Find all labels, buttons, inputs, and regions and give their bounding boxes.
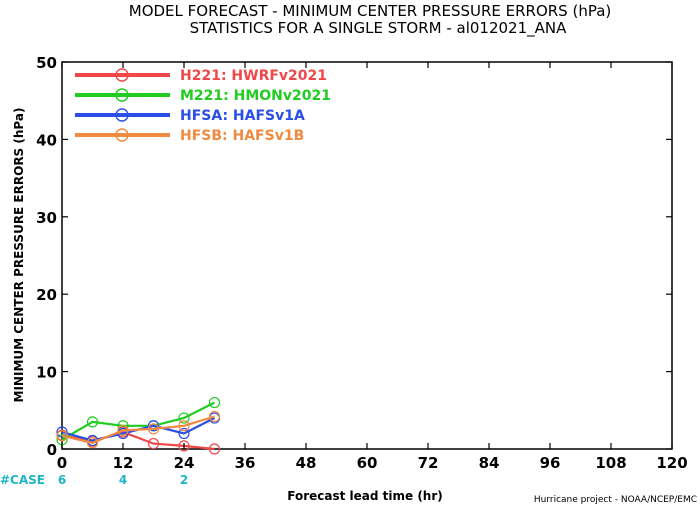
case-count: 2 <box>180 473 188 487</box>
legend-marker <box>115 108 129 122</box>
legend-label: HFSB: HAFSv1B <box>180 128 304 144</box>
legend-label: HFSA: HAFSv1A <box>180 108 305 124</box>
case-count: 4 <box>119 473 127 487</box>
x-tick-label: 96 <box>540 454 561 472</box>
data-point <box>147 420 160 432</box>
chart-subtitle: STATISTICS FOR A SINGLE STORM - al012021… <box>190 19 568 38</box>
credit-text: Hurricane project - NOAA/NCEP/EMC <box>534 495 697 505</box>
series-group <box>56 396 221 455</box>
chart-title: MODEL FORECAST - MINIMUM CENTER PRESSURE… <box>129 2 612 20</box>
data-point <box>208 410 221 423</box>
legend-marker <box>115 128 129 142</box>
y-tick-label: 40 <box>36 131 57 149</box>
data-point <box>178 440 190 452</box>
series-line <box>61 401 215 441</box>
data-point <box>178 412 190 424</box>
data-point <box>208 396 221 409</box>
y-tick-label: 20 <box>36 286 57 304</box>
legend-marker <box>115 88 129 102</box>
data-point <box>178 420 190 432</box>
case-count: 6 <box>58 473 66 487</box>
data-point <box>208 443 221 455</box>
data-point <box>147 423 160 435</box>
legend-label: M221: HMONv2021 <box>180 88 331 104</box>
case-counts: 6 4 2 <box>58 473 188 487</box>
data-point <box>117 424 129 437</box>
x-tick-label: 24 <box>174 454 195 472</box>
data-point <box>147 437 160 450</box>
y-tick-label: 50 <box>36 54 57 72</box>
legend-label: H221: HWRFv2021 <box>180 68 327 84</box>
case-label: #CASE <box>0 473 45 487</box>
x-tick-label: 12 <box>113 454 134 472</box>
plot-frame <box>61 61 673 450</box>
axis-ticks: 0 10 20 30 40 50 0 12 24 36 48 60 72 84 96 108 120 <box>36 54 688 472</box>
x-tick-label: 36 <box>235 454 256 472</box>
legend-marker <box>115 68 129 82</box>
legend: H221: HWRFv2021 M221: HMONv2021 HFSA: HAFS… <box>75 68 331 144</box>
x-tick-label: 84 <box>479 454 500 472</box>
data-point <box>56 430 68 442</box>
y-tick-label: 10 <box>36 364 57 382</box>
y-tick-label: 0 <box>47 441 57 459</box>
x-tick-label: 48 <box>296 454 317 472</box>
x-tick-label: 60 <box>357 454 378 472</box>
data-point <box>178 427 190 440</box>
x-tick-label: 72 <box>418 454 439 472</box>
y-axis-title: MINIMUM CENTER PRESSURE ERRORS (hPa) <box>12 108 26 403</box>
x-tick-label: 0 <box>57 454 67 472</box>
data-point <box>86 437 99 449</box>
plot-area <box>61 61 673 450</box>
data-point <box>56 426 68 438</box>
x-tick-label: 108 <box>595 454 626 472</box>
x-axis-title: Forecast lead time (hr) <box>287 489 443 503</box>
data-point <box>86 416 99 428</box>
x-tick-label: 120 <box>656 454 687 472</box>
y-tick-label: 30 <box>36 209 57 227</box>
